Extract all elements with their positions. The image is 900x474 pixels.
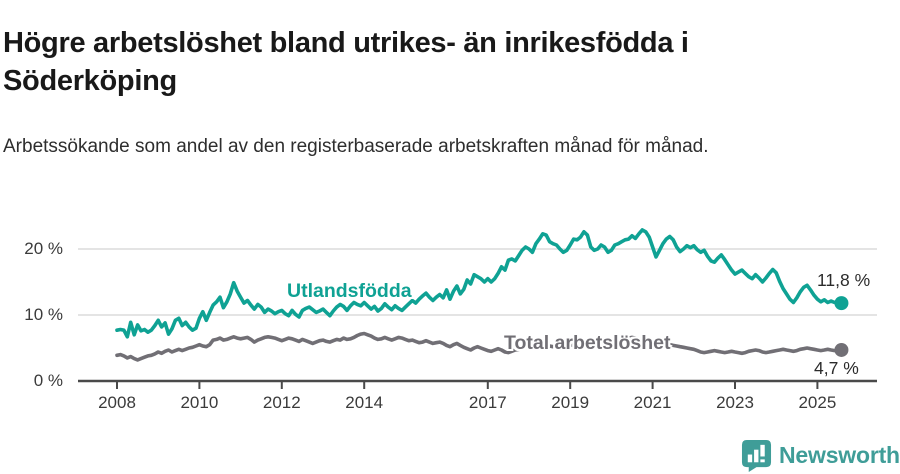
y-axis-tick-label: 20 % (24, 239, 63, 258)
chart-subtitle: Arbetssökande som andel av den registerb… (3, 136, 709, 157)
y-axis-tick-label: 10 % (24, 305, 63, 324)
series-label-utlandsfodda: Utlandsfödda (287, 280, 412, 302)
x-axis-tick-label: 2025 (798, 393, 837, 412)
x-axis-tick-label: 2017 (468, 393, 507, 412)
x-axis-tick-label: 2014 (345, 393, 384, 412)
x-axis-tick-label: 2012 (262, 393, 301, 412)
y-axis-tick-label: 0 % (33, 371, 63, 390)
series-line-total-arbetsl-shet (115, 331, 844, 362)
x-axis-tick-label: 2010 (180, 393, 219, 412)
newsworthy-wordmark: Newsworthy (779, 442, 900, 468)
series-label-total-arbetsloshet: Total arbetslöshet (504, 332, 671, 354)
newsworthy-pin-icon (741, 440, 772, 472)
chart-title: Högre arbetslöshet bland utrikes- än inr… (3, 27, 689, 98)
series-line-utlandsf-dda (115, 228, 844, 339)
end-value-label-utlandsfodda: 11,8 % (817, 270, 871, 290)
x-axis-tick-label: 2019 (551, 393, 590, 412)
end-value-label-total: 4,7 % (814, 358, 859, 378)
x-axis-tick-label: 2008 (98, 393, 136, 412)
newsworthy-logo: Newsworthy (741, 439, 900, 472)
x-axis-tick-label: 2021 (633, 393, 672, 412)
x-axis-tick-label: 2023 (716, 393, 754, 412)
